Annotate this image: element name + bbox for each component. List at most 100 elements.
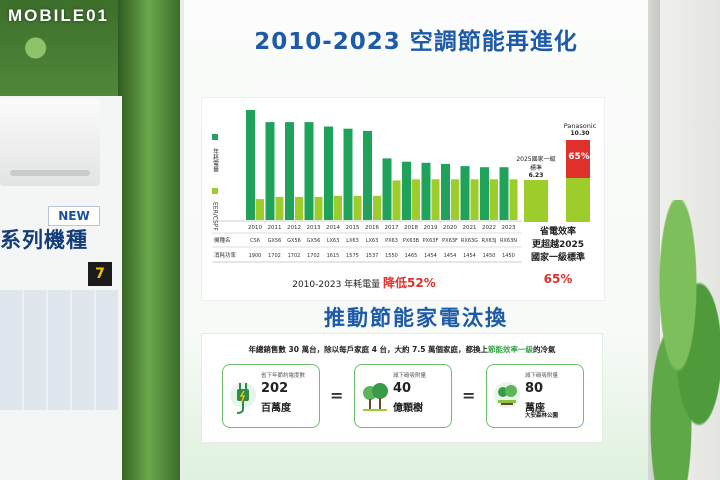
year-label: 2014 xyxy=(326,225,340,231)
model-label: RX63N xyxy=(500,238,517,244)
bar-eer xyxy=(490,179,498,220)
poster-panel: 2010-2023 空調節能再進化 年耗電量 EER/CSPF 2010 CS6 190… xyxy=(184,0,648,480)
poster-title: 2010-2023 空調節能再進化 xyxy=(254,29,578,55)
model-label: PX63 xyxy=(385,238,398,244)
bar-eer xyxy=(353,195,362,220)
bar-annual-kwh xyxy=(304,122,314,220)
trees-unit: 億顆樹 xyxy=(393,403,423,414)
power-value: 1450 xyxy=(502,253,515,259)
model-label: LX63 xyxy=(366,238,379,244)
year-label: 2013 xyxy=(307,225,321,231)
bar-eer xyxy=(256,199,264,220)
model-label: PX63F xyxy=(442,238,458,244)
brand-name: Panasonic xyxy=(563,122,597,130)
power-value: 1702 xyxy=(288,253,301,259)
watermark-logo: MOBILE01 xyxy=(8,6,110,25)
bar-annual-kwh xyxy=(363,130,372,220)
year-label: 2018 xyxy=(404,225,418,231)
power-value: 1454 xyxy=(424,253,437,259)
bar-eer xyxy=(470,179,479,220)
model-label: RX63G xyxy=(461,238,478,244)
bar-annual-kwh xyxy=(441,163,450,220)
power-value: 1702 xyxy=(307,253,320,259)
bar-annual-kwh xyxy=(499,167,509,220)
slogan: 推動節能家電汰換 xyxy=(324,306,508,330)
year-label: 2010 xyxy=(248,225,262,231)
energy-grade-label: 7 xyxy=(88,262,112,286)
bar-annual-kwh xyxy=(285,122,294,220)
efficiency-inset: 2025國家一級標準 6.23 Panasonic 10.30 65% 省電效率… xyxy=(514,118,602,298)
bar-eer xyxy=(334,195,342,220)
inset-percent: 65% xyxy=(543,272,573,286)
bar-annual-kwh xyxy=(324,126,333,220)
power-value: 1454 xyxy=(463,253,476,259)
summary-prefix: 2010-2023 年耗電量 xyxy=(292,280,381,290)
legend-label-kwh: 年耗電量 xyxy=(212,147,219,173)
year-label: 2017 xyxy=(385,225,399,231)
hedge-column xyxy=(118,0,180,480)
power-value: 1615 xyxy=(327,253,340,259)
equals-sign-2: = xyxy=(462,386,476,405)
power-value: 1702 xyxy=(268,253,281,259)
bar-annual-kwh xyxy=(480,167,489,220)
new-badge: NEW xyxy=(48,206,100,226)
impact-text-prefix: 年總銷售數 30 萬台，除以每戶家庭 4 台，大約 7.5 萬個家庭，都換上 xyxy=(248,345,489,354)
model-label: GX56 xyxy=(287,238,301,244)
equals-sign-1: = xyxy=(330,386,344,405)
year-label: 2022 xyxy=(482,225,496,231)
year-label: 2020 xyxy=(443,225,457,231)
bar-annual-kwh xyxy=(421,162,431,220)
bar-eer xyxy=(451,179,459,220)
park-number: 80 xyxy=(525,381,544,396)
electric-plug-icon xyxy=(230,382,256,414)
trees-number: 40 xyxy=(393,381,412,396)
brand-value: 10.30 xyxy=(570,130,590,137)
model-label: LX63 xyxy=(346,238,359,244)
model-label: PX63F xyxy=(423,238,439,244)
trees-caption: 減下碳吸附量 xyxy=(393,373,427,379)
summary-highlight: 降低52% xyxy=(383,276,436,290)
park-unit: 萬座 xyxy=(525,403,545,414)
bar-eer xyxy=(314,196,323,220)
bar-eer xyxy=(392,180,401,220)
year-label: 2015 xyxy=(346,225,360,231)
legend-swatch-eer xyxy=(212,188,218,194)
inset-caption-1: 省電效率 xyxy=(539,227,576,237)
park-icon xyxy=(494,382,520,408)
power-value: 1454 xyxy=(444,253,457,259)
brand-bar-gain xyxy=(566,140,590,178)
year-label: 2023 xyxy=(502,225,516,231)
power-value: 1900 xyxy=(249,253,262,259)
year-label: 2012 xyxy=(287,225,301,231)
bar-eer xyxy=(431,179,440,220)
bar-annual-kwh xyxy=(460,166,470,220)
bar-annual-kwh xyxy=(382,158,392,220)
electricity-caption: 省下年節約電度數 xyxy=(261,373,306,379)
power-value: 1550 xyxy=(385,253,398,259)
trees-box: 減下碳吸附量 40 億顆樹 xyxy=(354,364,452,428)
table-power-label: 消耗功率 xyxy=(214,251,237,259)
electricity-saved-box: 省下年節約電度數 202 百萬度 xyxy=(222,364,320,428)
power-value: 1537 xyxy=(366,253,379,259)
model-label: GX56 xyxy=(268,238,282,244)
park-box: 減下碳吸附量 80 萬座 大安森林公園 xyxy=(486,364,584,428)
year-label: 2016 xyxy=(365,225,379,231)
bar-annual-kwh xyxy=(246,110,255,220)
power-value: 1575 xyxy=(346,253,359,259)
bar-eer xyxy=(509,179,518,220)
potted-plant xyxy=(650,200,720,480)
bar-eer xyxy=(295,196,303,220)
series-title: 系列機種 xyxy=(0,228,88,252)
year-label: 2011 xyxy=(268,225,282,231)
inset-caption-3: 國家一級標準 xyxy=(530,253,585,263)
impact-text-highlight: 節能效率一級 xyxy=(488,345,534,354)
gain-percent: 65% xyxy=(568,152,590,162)
year-label: 2021 xyxy=(463,225,477,231)
bar-annual-kwh xyxy=(343,128,353,220)
bar-eer xyxy=(275,196,284,220)
national-standard-value: 6.23 xyxy=(528,172,544,179)
national-standard-note: 2025國家一級標準 xyxy=(516,156,556,172)
park-caption: 減下碳吸附量 xyxy=(525,373,559,379)
electricity-number: 202 xyxy=(261,381,289,396)
model-label: GX56 xyxy=(307,238,321,244)
